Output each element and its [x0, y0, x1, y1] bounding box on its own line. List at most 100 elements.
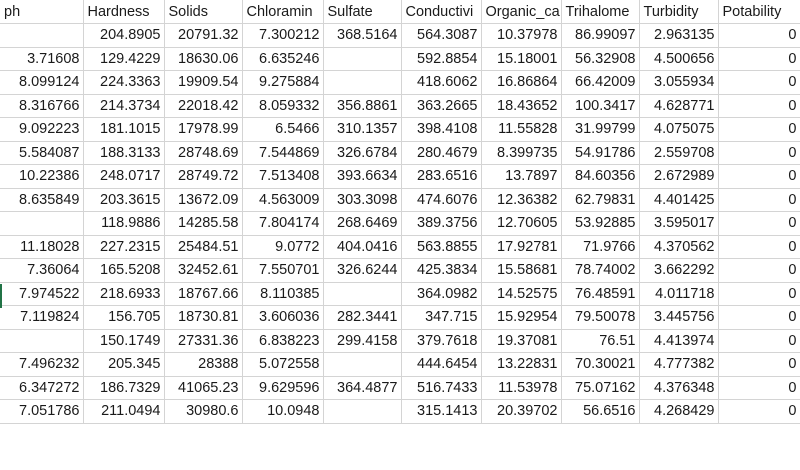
table-cell[interactable]: 0	[718, 376, 800, 400]
table-cell[interactable]: 0	[718, 352, 800, 377]
table-cell[interactable]: 7.974522	[0, 282, 84, 306]
table-cell[interactable]: 70.30021	[561, 352, 640, 377]
table-cell[interactable]: 100.3417	[561, 94, 640, 118]
table-cell[interactable]: 62.79831	[561, 188, 640, 212]
table-cell[interactable]: 19.37081	[481, 329, 562, 353]
table-cell[interactable]: 6.5466	[242, 117, 324, 142]
table-cell[interactable]: 156.705	[83, 305, 165, 330]
table-cell[interactable]	[323, 47, 402, 71]
table-cell[interactable]: 368.5164	[323, 23, 402, 48]
table-cell[interactable]: 12.36382	[481, 188, 562, 212]
header-cell[interactable]: Conductivi	[401, 0, 482, 24]
table-cell[interactable]: 11.53978	[481, 376, 562, 400]
table-cell[interactable]: 8.399735	[481, 141, 562, 165]
table-cell[interactable]	[323, 399, 402, 424]
table-cell[interactable]: 18630.06	[164, 47, 243, 71]
table-cell[interactable]: 31.99799	[561, 117, 640, 142]
table-cell[interactable]: 268.6469	[323, 211, 402, 236]
table-cell[interactable]: 13672.09	[164, 188, 243, 212]
table-cell[interactable]: 4.401425	[639, 188, 719, 212]
table-cell[interactable]: 326.6784	[323, 141, 402, 165]
table-cell[interactable]: 0	[718, 188, 800, 212]
table-cell[interactable]: 0	[718, 164, 800, 189]
table-cell[interactable]: 299.4158	[323, 329, 402, 353]
table-cell[interactable]: 0	[718, 282, 800, 306]
table-cell[interactable]: 28749.72	[164, 164, 243, 189]
table-cell[interactable]: 0	[718, 258, 800, 283]
table-cell[interactable]: 303.3098	[323, 188, 402, 212]
table-cell[interactable]: 9.629596	[242, 376, 324, 400]
header-cell[interactable]: ph	[0, 0, 84, 24]
table-cell[interactable]: 8.059332	[242, 94, 324, 118]
header-cell[interactable]: Chloramin	[242, 0, 324, 24]
table-cell[interactable]: 7.804174	[242, 211, 324, 236]
table-cell[interactable]: 3.606036	[242, 305, 324, 330]
table-cell[interactable]: 248.0717	[83, 164, 165, 189]
table-cell[interactable]: 11.18028	[0, 235, 84, 259]
table-cell[interactable]: 118.9886	[83, 211, 165, 236]
table-cell[interactable]: 315.1413	[401, 399, 482, 424]
table-cell[interactable]: 84.60356	[561, 164, 640, 189]
table-cell[interactable]: 9.092223	[0, 117, 84, 142]
table-cell[interactable]: 3.595017	[639, 211, 719, 236]
header-cell[interactable]: Organic_ca	[481, 0, 562, 24]
table-cell[interactable]	[0, 211, 84, 236]
table-cell[interactable]: 8.316766	[0, 94, 84, 118]
table-cell[interactable]: 389.3756	[401, 211, 482, 236]
table-cell[interactable]: 129.4229	[83, 47, 165, 71]
table-cell[interactable]	[0, 329, 84, 353]
table-cell[interactable]	[323, 352, 402, 377]
table-cell[interactable]: 0	[718, 94, 800, 118]
table-cell[interactable]: 0	[718, 329, 800, 353]
table-cell[interactable]: 218.6933	[83, 282, 165, 306]
table-cell[interactable]: 5.584087	[0, 141, 84, 165]
table-cell[interactable]: 347.715	[401, 305, 482, 330]
table-cell[interactable]: 17978.99	[164, 117, 243, 142]
table-cell[interactable]: 0	[718, 305, 800, 330]
table-cell[interactable]: 418.6062	[401, 70, 482, 95]
table-cell[interactable]: 0	[718, 141, 800, 165]
table-cell[interactable]: 30980.6	[164, 399, 243, 424]
table-cell[interactable]: 404.0416	[323, 235, 402, 259]
table-cell[interactable]: 0	[718, 70, 800, 95]
table-cell[interactable]: 4.500656	[639, 47, 719, 71]
table-cell[interactable]: 10.22386	[0, 164, 84, 189]
table-cell[interactable]: 188.3133	[83, 141, 165, 165]
table-cell[interactable]: 0	[718, 23, 800, 48]
table-cell[interactable]: 4.563009	[242, 188, 324, 212]
table-cell[interactable]	[323, 70, 402, 95]
table-cell[interactable]: 28388	[164, 352, 243, 377]
table-cell[interactable]: 474.6076	[401, 188, 482, 212]
table-cell[interactable]: 20791.32	[164, 23, 243, 48]
table-cell[interactable]: 10.37978	[481, 23, 562, 48]
table-cell[interactable]: 7.300212	[242, 23, 324, 48]
table-cell[interactable]: 2.672989	[639, 164, 719, 189]
table-cell[interactable]: 76.48591	[561, 282, 640, 306]
table-cell[interactable]: 0	[718, 235, 800, 259]
table-cell[interactable]	[323, 282, 402, 306]
table-cell[interactable]: 4.376348	[639, 376, 719, 400]
table-cell[interactable]: 3.445756	[639, 305, 719, 330]
table-cell[interactable]: 6.838223	[242, 329, 324, 353]
header-cell[interactable]: Turbidity	[639, 0, 719, 24]
table-cell[interactable]: 2.963135	[639, 23, 719, 48]
table-cell[interactable]: 16.86864	[481, 70, 562, 95]
table-cell[interactable]: 227.2315	[83, 235, 165, 259]
table-cell[interactable]: 0	[718, 399, 800, 424]
table-cell[interactable]: 15.92954	[481, 305, 562, 330]
table-cell[interactable]: 3.71608	[0, 47, 84, 71]
table-cell[interactable]: 8.635849	[0, 188, 84, 212]
table-cell[interactable]	[0, 23, 84, 48]
table-cell[interactable]: 7.36064	[0, 258, 84, 283]
table-cell[interactable]: 56.32908	[561, 47, 640, 71]
table-cell[interactable]: 56.6516	[561, 399, 640, 424]
table-cell[interactable]: 8.099124	[0, 70, 84, 95]
table-cell[interactable]: 150.1749	[83, 329, 165, 353]
table-cell[interactable]: 425.3834	[401, 258, 482, 283]
table-cell[interactable]: 78.74002	[561, 258, 640, 283]
table-cell[interactable]: 6.347272	[0, 376, 84, 400]
table-cell[interactable]: 3.662292	[639, 258, 719, 283]
table-cell[interactable]: 6.635246	[242, 47, 324, 71]
table-cell[interactable]: 25484.51	[164, 235, 243, 259]
